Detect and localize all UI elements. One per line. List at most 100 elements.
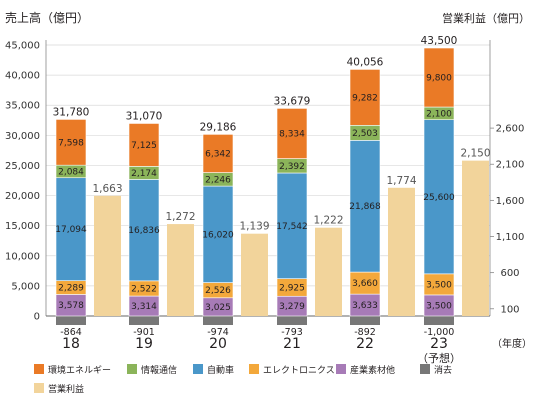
bar-segment: [276, 172, 308, 279]
operating-income-label: 2,150: [460, 148, 490, 160]
legend-swatch: [420, 364, 430, 374]
bar-segment: [423, 47, 455, 108]
bar-operating-income: [167, 224, 194, 316]
right-tick-label: 1,600: [496, 196, 525, 207]
right-tick-label: 600: [500, 268, 519, 279]
segment-label: 3,660: [352, 279, 378, 289]
bar-segment: [276, 108, 308, 159]
elimination-label: -864: [60, 327, 82, 338]
legend-swatch: [34, 383, 44, 393]
year-label: 18: [62, 336, 80, 352]
legend-label: 情報通信: [141, 364, 177, 376]
operating-income-label: 1,774: [386, 175, 416, 187]
operating-income-label: 1,663: [92, 183, 122, 195]
total-label: 43,500: [421, 35, 458, 47]
bar-operating-income: [462, 160, 489, 316]
right-tick-label: 1,100: [496, 232, 525, 243]
elimination-label: -892: [354, 327, 376, 338]
elimination-label: -1,000: [424, 327, 455, 338]
left-tick-label: 15,000: [5, 221, 40, 232]
right-tick-label: 100: [500, 304, 519, 315]
segment-label: 7,125: [131, 141, 157, 151]
bar-segment: [349, 69, 381, 126]
legend-label: 消去: [434, 364, 452, 376]
segment-label: 2,084: [58, 167, 84, 177]
total-label: 31,070: [126, 110, 163, 122]
labels: -864 3,578 2,289 17,094 2,084 7,598 31,780 1,66…: [53, 35, 532, 365]
legend-swatch: [127, 364, 137, 374]
total-label: 40,056: [347, 56, 384, 68]
year-label: 19: [135, 336, 153, 352]
bar-segment: [55, 119, 87, 166]
total-label: 33,679: [274, 95, 311, 107]
segment-label: 3,500: [426, 280, 452, 290]
segment-label: 6,342: [205, 149, 231, 159]
segment-label: 17,542: [276, 222, 308, 232]
legend-label: 営業利益: [48, 383, 84, 395]
bar-segment: [349, 140, 381, 273]
segment-label: 2,392: [279, 162, 305, 172]
segment-label: 2,925: [279, 283, 305, 293]
legend-label: 自動車: [207, 364, 234, 376]
bar-operating-income: [315, 227, 342, 316]
segment-label: 25,600: [423, 193, 455, 203]
left-tick-label: 45,000: [5, 41, 40, 52]
bar-operating-income: [388, 187, 415, 316]
legend-label: エレクトロニクス: [263, 365, 335, 376]
left-tick-label: 0: [34, 312, 40, 323]
left-tick-label: 10,000: [5, 251, 40, 262]
segment-label: 9,800: [426, 74, 452, 84]
operating-income-label: 1,222: [313, 215, 343, 227]
segment-label: 9,282: [352, 93, 378, 103]
elimination-label: -974: [207, 327, 229, 338]
total-label: 31,780: [53, 106, 90, 118]
segment-label: 8,334: [279, 129, 305, 139]
year-note-label: （予想）: [417, 351, 461, 365]
left-tick-label: 35,000: [5, 101, 40, 112]
elimination-label: -901: [133, 327, 155, 338]
bar-segment: [202, 134, 234, 173]
operating-income-label: 1,272: [165, 211, 195, 223]
left-tick-label: 40,000: [5, 71, 40, 82]
bar-operating-income: [94, 195, 121, 316]
segment-label: 3,633: [352, 301, 378, 311]
left-tick-label: 30,000: [5, 131, 40, 142]
right-axis-title: 営業利益（億円）: [442, 11, 530, 25]
bar-segment: [423, 119, 455, 275]
operating-income-label: 1,139: [239, 221, 269, 233]
year-label: 23: [430, 336, 448, 352]
bar-elimination: [203, 316, 233, 325]
segment-label: 21,868: [349, 202, 381, 212]
segment-label: 3,279: [279, 302, 305, 312]
right-tick-label: 2,100: [496, 160, 525, 171]
year-label: 20: [209, 336, 227, 352]
segment-label: 2,100: [426, 109, 452, 119]
elimination-label: -793: [281, 327, 303, 338]
grid: 0 5,000 10,000 15,000 20,000 25,000 30,000 35,0…: [5, 40, 524, 323]
total-label: 29,186: [200, 121, 237, 133]
bars: [55, 47, 489, 325]
bar-segment: [128, 123, 160, 167]
segment-label: 16,836: [128, 226, 160, 236]
left-tick-label: 20,000: [5, 191, 40, 202]
left-tick-label: 25,000: [5, 161, 40, 172]
bar-elimination: [277, 316, 307, 325]
segment-label: 3,500: [426, 301, 452, 311]
segment-label: 3,578: [58, 301, 84, 311]
x-unit-label: （年度）: [492, 337, 532, 350]
segment-label: 16,020: [202, 230, 234, 240]
segment-label: 7,598: [58, 138, 84, 148]
segment-label: 2,526: [205, 286, 231, 296]
bar-elimination: [56, 316, 86, 325]
legend-swatch: [249, 364, 259, 374]
segment-label: 2,246: [205, 175, 231, 185]
left-tick-label: 5,000: [11, 281, 40, 292]
right-tick-label: 2,600: [496, 124, 525, 135]
legend-swatch: [336, 364, 346, 374]
bar-elimination: [129, 316, 159, 325]
segment-label: 2,522: [131, 284, 157, 294]
bar-elimination: [424, 316, 454, 325]
bar-operating-income: [241, 233, 268, 316]
